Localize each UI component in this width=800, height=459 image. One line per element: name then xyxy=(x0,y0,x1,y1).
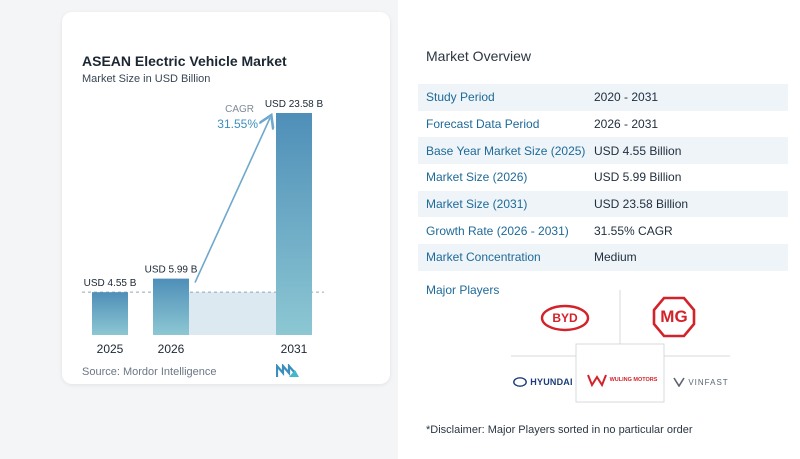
overview-row: Market Size (2031) USD 23.58 Billion xyxy=(418,190,788,218)
overview-row: Base Year Market Size (2025) USD 4.55 Bil… xyxy=(418,137,788,165)
mordor-logo-icon xyxy=(276,364,299,377)
data-label-2025: USD 4.55 B xyxy=(84,278,137,289)
brand-name-mg: MG xyxy=(660,307,688,326)
growth-band xyxy=(189,292,276,335)
overview-row-value: 31.55% CAGR xyxy=(594,223,673,238)
overview-row-value: USD 5.99 Billion xyxy=(594,170,682,185)
overview-row-value: 2026 - 2031 xyxy=(594,117,659,132)
brand-name-wuling: WULING MOTORS xyxy=(609,377,658,383)
overview-panel: Market Overview Study Period 2020 - 2031 F… xyxy=(398,0,800,459)
bar-2031 xyxy=(276,113,312,335)
brand-logo-vinfast: VINFAST xyxy=(670,372,732,392)
overview-row-label: Market Size (2031) xyxy=(418,190,586,218)
chart-card: USD 4.55 B 2025 USD 5.99 B 2026 USD 23.58 B 2… xyxy=(62,12,390,384)
overview-row: Market Concentration Medium xyxy=(418,244,788,271)
overview-table: Study Period 2020 - 2031 Forecast Data Per… xyxy=(418,84,788,271)
data-label-2031: USD 23.58 B xyxy=(265,99,324,110)
overview-row-label: Growth Rate (2026 - 2031) xyxy=(426,223,569,238)
brand-logo-byd: BYD xyxy=(540,300,590,336)
brand-name-hyundai: HYUNDAI xyxy=(530,377,573,387)
cagr-value: 31.55% xyxy=(217,117,258,131)
overview-row-label: Base Year Market Size (2025) xyxy=(418,137,586,165)
brand-name-byd: BYD xyxy=(552,311,578,325)
disclaimer-text: *Disclaimer: Major Players sorted in no … xyxy=(426,424,693,436)
cagr-arrow xyxy=(194,118,270,283)
vinfast-logo-icon xyxy=(673,377,686,387)
hyundai-logo-icon xyxy=(513,377,528,387)
overview-row-label: Forecast Data Period xyxy=(426,117,540,132)
byd-logo-icon xyxy=(540,304,590,332)
wuling-logo-icon xyxy=(586,374,607,387)
tick-label-2031: 2031 xyxy=(281,342,308,356)
chart-subtitle: Market Size in USD Billion xyxy=(82,73,211,85)
overview-row-value: USD 23.58 Billion xyxy=(586,190,788,218)
overview-row-label: Market Concentration xyxy=(418,244,586,271)
overview-row-label: Market Size (2026) xyxy=(426,170,528,185)
bar-chart: USD 4.55 B 2025 USD 5.99 B 2026 USD 23.58 B 2… xyxy=(82,99,324,356)
overview-row: Forecast Data Period 2026 - 2031 xyxy=(418,111,788,138)
overview-row: Study Period 2020 - 2031 xyxy=(418,84,788,111)
players-grid xyxy=(511,290,730,403)
overview-row-value: USD 4.55 Billion xyxy=(586,137,788,165)
source-text: Source: Mordor Intelligence xyxy=(82,366,217,378)
mg-logo-icon xyxy=(652,296,696,338)
bar-2025 xyxy=(92,292,128,335)
brand-logo-mg: MG xyxy=(652,295,696,339)
tick-label-2025: 2025 xyxy=(97,342,124,356)
overview-row-value: Medium xyxy=(586,244,788,271)
chart-title: ASEAN Electric Vehicle Market xyxy=(82,53,287,69)
overview-row-label: Study Period xyxy=(418,84,586,111)
bar-2026 xyxy=(153,278,189,335)
brand-logo-hyundai: HYUNDAI xyxy=(512,372,574,392)
overview-row: Growth Rate (2026 - 2031) 31.55% CAGR xyxy=(418,217,788,244)
tick-label-2026: 2026 xyxy=(158,342,185,356)
overview-row: Market Size (2026) USD 5.99 Billion xyxy=(418,164,788,191)
major-players-title: Major Players xyxy=(426,283,500,297)
brand-logo-wuling: WULING MOTORS xyxy=(582,368,662,392)
overview-row-value: 2020 - 2031 xyxy=(586,84,788,111)
brand-name-vinfast: VINFAST xyxy=(688,377,729,387)
overview-title: Market Overview xyxy=(426,48,532,64)
data-label-2026: USD 5.99 B xyxy=(145,265,198,276)
cagr-label: CAGR xyxy=(225,104,254,115)
